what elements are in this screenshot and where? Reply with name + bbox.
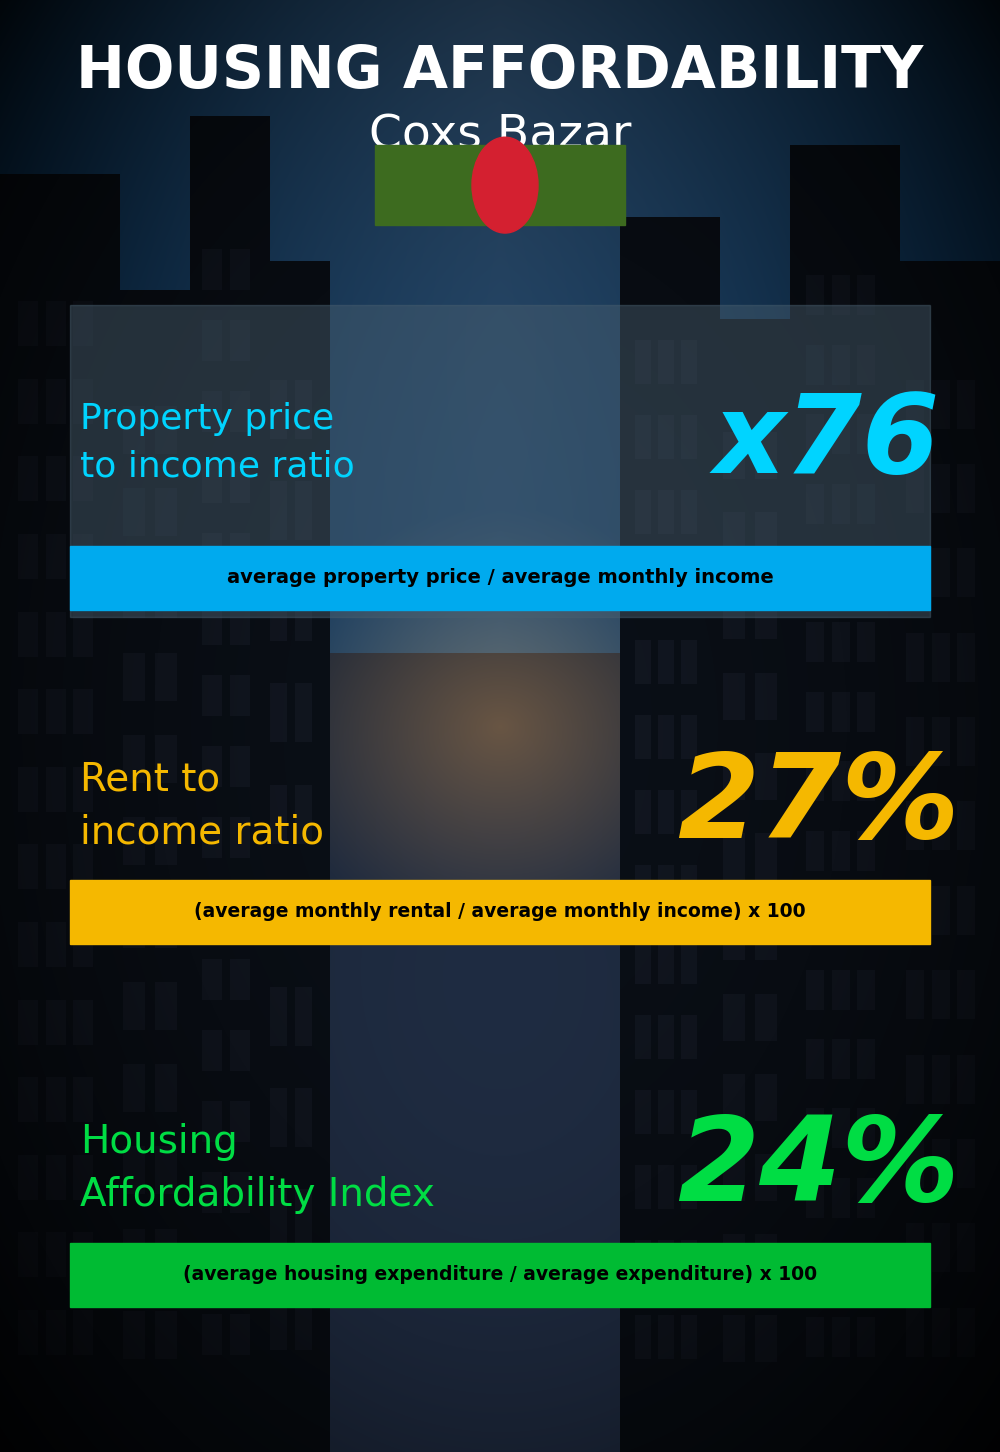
Text: Coxs Bazar: Coxs Bazar: [369, 115, 631, 158]
Text: (average housing expenditure / average expenditure) x 100: (average housing expenditure / average e…: [183, 1265, 817, 1285]
Text: x76: x76: [714, 389, 940, 497]
Bar: [70, 880, 930, 944]
Text: (average monthly rental / average monthly income) x 100: (average monthly rental / average monthl…: [194, 902, 806, 922]
Text: 24%: 24%: [678, 1111, 960, 1227]
Text: Rent to
income ratio: Rent to income ratio: [80, 761, 324, 851]
Text: Housing
Affordability Index: Housing Affordability Index: [80, 1124, 435, 1214]
Bar: [70, 305, 930, 617]
Text: Property price
to income ratio: Property price to income ratio: [80, 402, 355, 484]
Bar: [375, 145, 625, 225]
Text: 27%: 27%: [678, 748, 960, 864]
Text: average property price / average monthly income: average property price / average monthly…: [227, 568, 773, 588]
Circle shape: [472, 138, 538, 232]
Text: HOUSING AFFORDABILITY: HOUSING AFFORDABILITY: [76, 42, 924, 100]
Bar: [70, 546, 930, 610]
Bar: [70, 1243, 930, 1307]
